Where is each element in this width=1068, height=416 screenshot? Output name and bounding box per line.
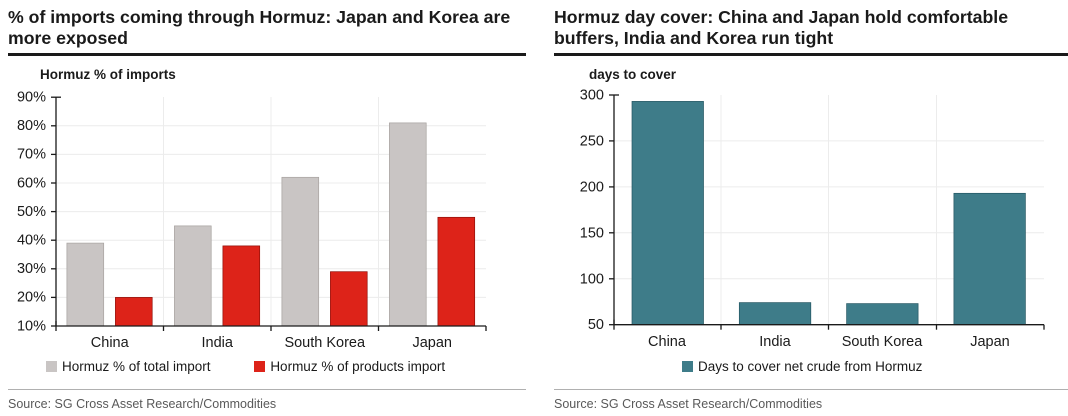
svg-text:60%: 60% <box>17 175 46 191</box>
svg-text:India: India <box>759 334 791 350</box>
svg-text:80%: 80% <box>17 118 46 134</box>
svg-text:Japan: Japan <box>970 334 1010 350</box>
svg-text:India: India <box>202 335 234 351</box>
svg-text:250: 250 <box>580 133 604 149</box>
svg-text:10%: 10% <box>17 318 46 334</box>
svg-text:30%: 30% <box>17 261 46 277</box>
svg-text:200: 200 <box>580 179 604 195</box>
svg-text:90%: 90% <box>17 90 46 106</box>
svg-text:China: China <box>91 335 130 351</box>
svg-text:South Korea: South Korea <box>284 335 366 351</box>
svg-text:100: 100 <box>580 271 604 287</box>
svg-text:South Korea: South Korea <box>842 334 924 350</box>
svg-text:300: 300 <box>580 88 604 104</box>
svg-text:50: 50 <box>588 317 604 333</box>
svg-text:50%: 50% <box>17 204 46 220</box>
svg-text:Japan: Japan <box>412 335 452 351</box>
svg-text:China: China <box>648 334 687 350</box>
svg-text:70%: 70% <box>17 147 46 163</box>
svg-text:20%: 20% <box>17 290 46 306</box>
svg-text:150: 150 <box>580 225 604 241</box>
svg-text:40%: 40% <box>17 233 46 249</box>
